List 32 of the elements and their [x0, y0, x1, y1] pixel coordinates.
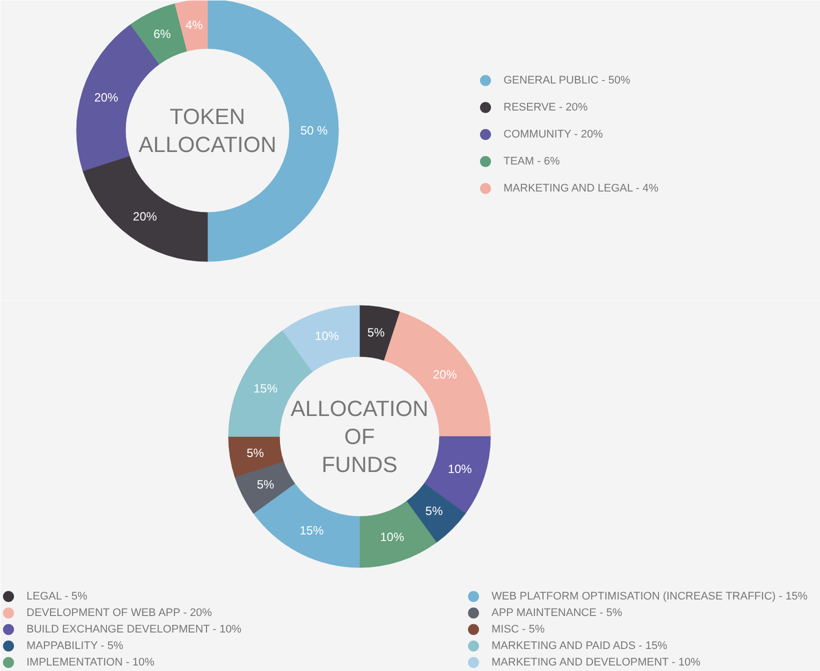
- text: TOKEN ALLOCATION: [138, 104, 276, 157]
- data-label: 20%: [432, 367, 458, 382]
- legend-label: RESERVE - 20%: [504, 102, 588, 114]
- text: ALLOCATION OF FUNDS: [290, 396, 428, 477]
- legend-label: APP MAINTENANCE - 5%: [492, 607, 622, 619]
- legend-label: DEVELOPMENT OF WEB APP - 20%: [26, 607, 212, 619]
- legend-label: LEGAL - 5%: [26, 590, 88, 602]
- data-label: 5%: [425, 504, 444, 518]
- legend-label: IMPLEMENTATION - 10%: [26, 656, 155, 668]
- data-label: 50 %: [300, 124, 328, 138]
- legend-label: MARKETING AND DEVELOPMENT - 10%: [492, 656, 701, 668]
- data-label: 5%: [367, 325, 386, 340]
- data-label: 6%: [153, 27, 172, 42]
- data-label: 5%: [256, 477, 274, 492]
- legend-label: MARKETING AND LEGAL - 4%: [504, 182, 659, 194]
- data-label: 15%: [300, 524, 324, 538]
- data-label: 15%: [253, 382, 278, 396]
- legend-label: MARKETING AND PAID ADS - 15%: [492, 640, 668, 652]
- legend-label: TEAM - 6%: [504, 156, 560, 168]
- data-label: 10%: [314, 329, 340, 344]
- legend-label: GENERAL PUBLIC - 50%: [504, 74, 630, 86]
- data-label: 10%: [448, 462, 472, 476]
- data-label: 10%: [380, 530, 404, 544]
- legend-label: MISC - 5%: [492, 624, 545, 636]
- data-label: 20%: [94, 90, 119, 105]
- legend-label: COMMUNITY - 20%: [504, 128, 604, 140]
- legend-label: MAPPABILITY - 5%: [26, 640, 124, 652]
- legend-label: BUILD EXCHANGE DEVELOPMENT - 10%: [26, 624, 242, 636]
- data-label: 4%: [185, 18, 204, 32]
- data-label: 20%: [132, 210, 158, 224]
- legend-label: WEB PLATFORM OPTIMISATION (INCREASE TRAFFIC) - 15%: [492, 590, 808, 602]
- data-label: 5%: [246, 446, 264, 460]
